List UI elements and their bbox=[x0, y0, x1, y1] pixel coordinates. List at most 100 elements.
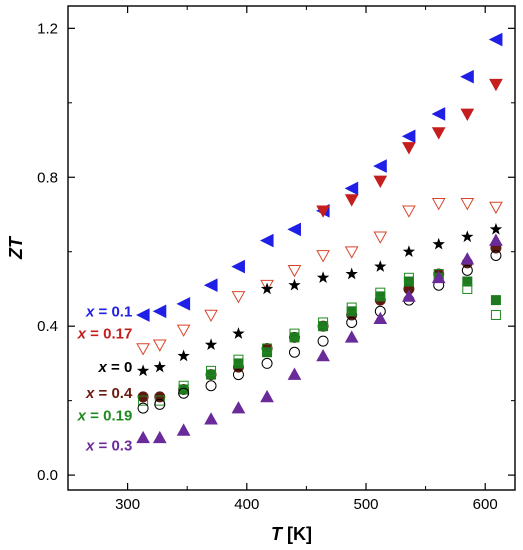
data-point bbox=[177, 349, 190, 362]
legend-label: x = 0.17 bbox=[77, 326, 133, 343]
data-point bbox=[262, 343, 273, 354]
data-point bbox=[135, 308, 150, 322]
data-point bbox=[460, 69, 474, 84]
y-tick-label: 1.2 bbox=[37, 20, 58, 37]
data-point bbox=[260, 282, 274, 295]
data-point bbox=[373, 159, 387, 173]
y-tick-label: 0.8 bbox=[37, 169, 58, 186]
legend-label: x = 0.3 bbox=[85, 437, 132, 454]
data-point bbox=[261, 357, 273, 369]
data-point bbox=[461, 264, 473, 276]
data-point bbox=[176, 423, 191, 436]
data-point bbox=[204, 412, 218, 425]
y-tick-label: 0.0 bbox=[37, 467, 58, 484]
data-point bbox=[462, 283, 473, 294]
data-point bbox=[490, 310, 501, 321]
legend-label-symbol: x bbox=[85, 385, 95, 402]
legend-label-symbol: x bbox=[85, 437, 95, 454]
data-point bbox=[402, 245, 416, 257]
data-point bbox=[344, 246, 359, 259]
data-point bbox=[460, 108, 475, 121]
data-point bbox=[316, 205, 330, 218]
data-point bbox=[402, 289, 416, 302]
data-point bbox=[288, 278, 301, 291]
data-point bbox=[231, 259, 245, 274]
data-point bbox=[318, 317, 329, 328]
data-point bbox=[289, 328, 300, 339]
data-point bbox=[344, 194, 359, 207]
x-axis-title-symbol: T bbox=[271, 524, 284, 544]
data-point bbox=[344, 330, 359, 343]
data-point bbox=[346, 306, 357, 317]
data-point bbox=[431, 107, 446, 121]
data-point bbox=[317, 335, 329, 347]
data-point bbox=[260, 279, 274, 293]
data-point bbox=[260, 389, 274, 403]
data-point bbox=[176, 324, 191, 337]
data-point bbox=[137, 391, 149, 403]
data-point bbox=[233, 354, 244, 365]
data-point bbox=[137, 402, 149, 414]
data-point bbox=[178, 380, 189, 391]
data-point bbox=[287, 265, 302, 278]
legend-label-value: = 0.19 bbox=[86, 408, 132, 425]
data-point bbox=[489, 78, 503, 92]
data-point bbox=[232, 369, 244, 381]
series-7 bbox=[137, 249, 502, 414]
data-point bbox=[204, 338, 218, 351]
data-point bbox=[345, 267, 358, 280]
data-point bbox=[346, 316, 358, 328]
x-tick-label: 500 bbox=[353, 496, 378, 513]
data-point bbox=[205, 380, 217, 392]
y-tick-label: 0.4 bbox=[37, 318, 58, 335]
data-point bbox=[152, 304, 167, 319]
series-8 bbox=[136, 233, 503, 444]
plot-frame bbox=[67, 5, 516, 491]
data-point bbox=[231, 401, 246, 414]
data-point bbox=[203, 278, 218, 293]
data-point bbox=[318, 321, 329, 332]
legend-label-symbol: x bbox=[77, 326, 87, 343]
series-1 bbox=[316, 78, 503, 218]
legend-label-value: = 0.17 bbox=[86, 326, 132, 343]
data-point bbox=[136, 364, 150, 377]
series-3 bbox=[136, 222, 503, 377]
data-point bbox=[206, 369, 217, 380]
x-tick-label: 300 bbox=[115, 496, 140, 513]
data-point bbox=[373, 231, 388, 244]
data-point bbox=[402, 142, 416, 155]
data-point bbox=[489, 233, 503, 246]
legend-label-value: = 0.4 bbox=[94, 385, 133, 402]
plot-border bbox=[67, 5, 516, 491]
data-point bbox=[262, 347, 273, 358]
data-point bbox=[460, 252, 475, 265]
data-point bbox=[461, 230, 474, 243]
data-point bbox=[204, 309, 218, 323]
data-point bbox=[490, 295, 501, 306]
x-axis-title-unit: [K] bbox=[282, 524, 312, 544]
data-point bbox=[373, 175, 388, 189]
data-point bbox=[152, 430, 167, 444]
data-point bbox=[489, 201, 503, 215]
data-point bbox=[373, 311, 388, 325]
legend-label: x = 0 bbox=[98, 359, 133, 376]
data-point bbox=[403, 272, 414, 283]
legend-label-value: = 0.3 bbox=[94, 437, 132, 454]
data-point bbox=[346, 302, 357, 313]
axis-tick-labels: 300 400 500 600 0.0 0.4 0.8 1.2 bbox=[37, 20, 498, 513]
legend-label-symbol: x bbox=[85, 303, 95, 320]
data-point bbox=[431, 270, 446, 284]
inline-legend: x = 0.1x = 0.17x = 0x = 0.4x = 0.19x = 0… bbox=[77, 303, 133, 454]
data-point bbox=[401, 129, 416, 144]
data-point bbox=[287, 222, 301, 237]
data-point bbox=[154, 395, 165, 406]
data-point bbox=[176, 297, 191, 311]
data-point bbox=[289, 332, 300, 343]
data-point bbox=[431, 198, 446, 211]
data-point bbox=[488, 32, 503, 47]
data-point bbox=[431, 127, 446, 140]
legend-label-value: = 0.1 bbox=[94, 303, 132, 320]
data-point bbox=[136, 343, 150, 356]
data-point bbox=[154, 398, 166, 410]
